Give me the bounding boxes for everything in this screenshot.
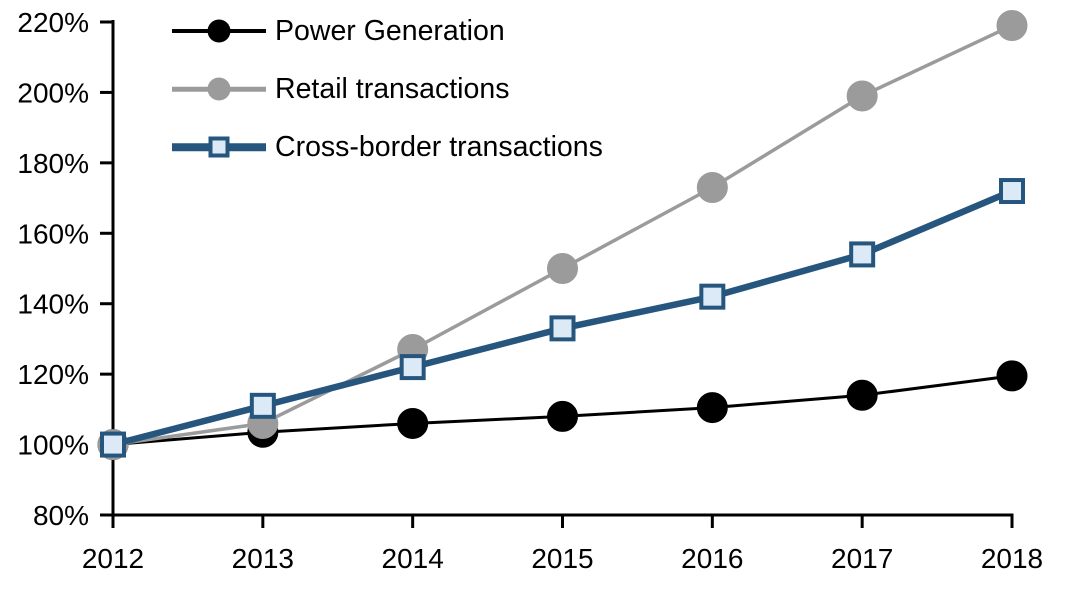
y-tick-label: 100% <box>17 430 89 461</box>
data-point-square <box>999 178 1025 205</box>
data-point-square <box>849 241 876 268</box>
data-point-circle <box>547 253 578 284</box>
x-tick-label: 2012 <box>82 543 144 574</box>
y-tick-label: 160% <box>17 218 89 249</box>
x-tick-label: 2013 <box>232 543 294 574</box>
y-tick-label: 80% <box>33 500 89 531</box>
data-point-circle <box>996 360 1028 392</box>
y-tick-label: 180% <box>17 148 89 179</box>
data-point-square <box>249 392 276 419</box>
data-point-circle <box>996 10 1028 42</box>
data-point-circle <box>696 392 728 424</box>
x-tick-label: 2017 <box>831 543 893 574</box>
y-tick-label: 200% <box>17 77 89 108</box>
x-tick-label: 2014 <box>382 543 444 574</box>
x-tick-label: 2016 <box>681 543 743 574</box>
series-line-2 <box>112 23 1013 447</box>
data-point-circle <box>547 400 578 432</box>
data-point-circle <box>846 379 878 411</box>
x-tick-label: 2015 <box>531 543 593 574</box>
y-tick-label: 120% <box>17 359 89 390</box>
data-point-circle <box>696 172 728 204</box>
x-tick-label: 2018 <box>981 543 1043 574</box>
data-point-square <box>399 354 426 381</box>
data-point-circle <box>846 80 878 112</box>
data-point-square <box>549 315 576 342</box>
y-tick-label: 140% <box>17 289 89 320</box>
data-point-circle <box>397 407 429 439</box>
y-tick-label: 220% <box>17 7 89 38</box>
data-point-square <box>100 431 126 458</box>
data-point-square <box>699 283 726 310</box>
